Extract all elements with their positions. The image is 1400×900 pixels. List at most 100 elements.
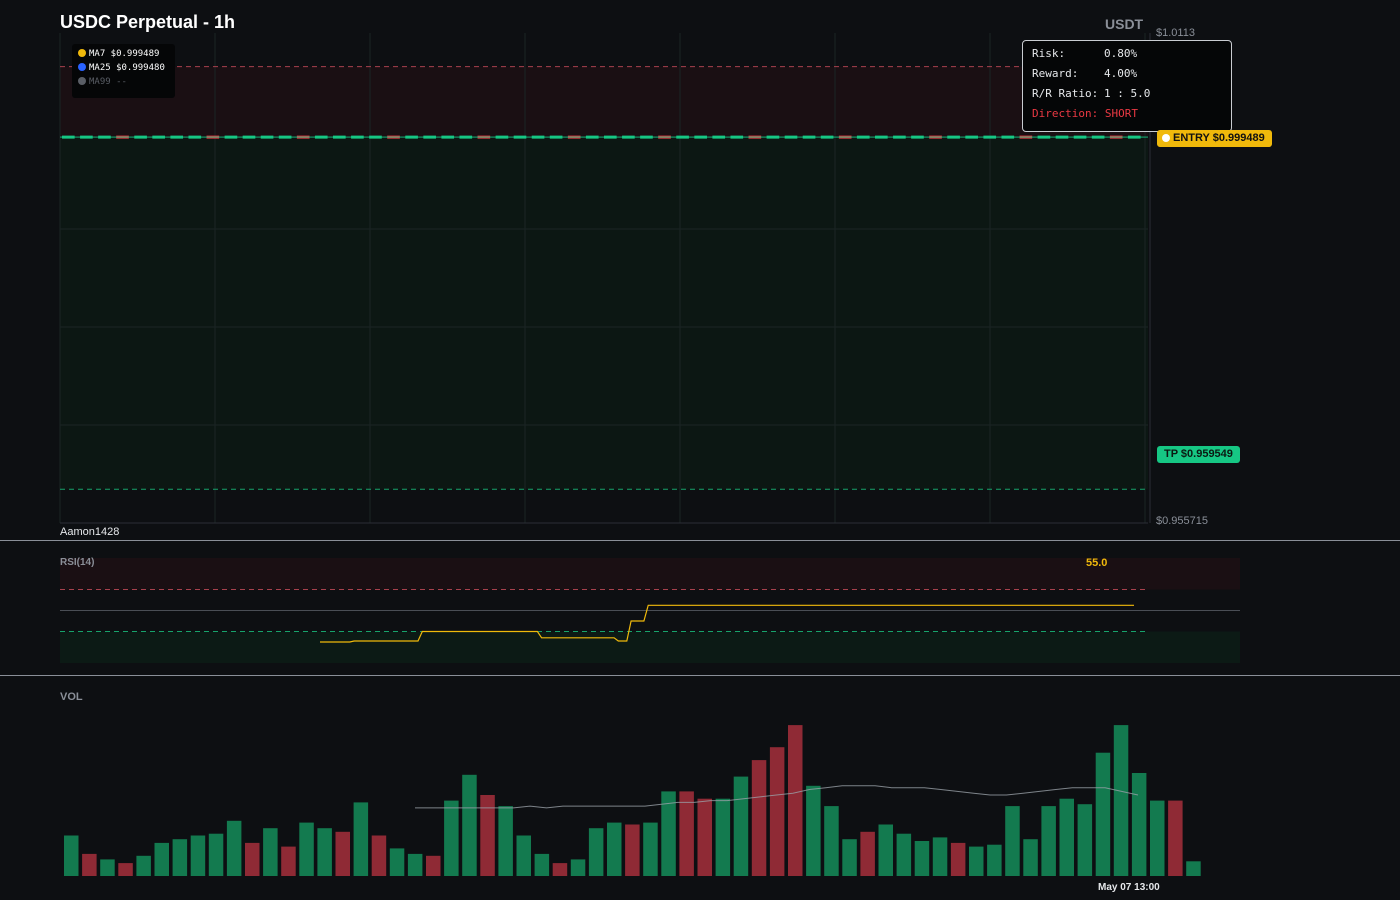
volume-title: VOL — [60, 691, 83, 703]
volume-bar — [172, 839, 188, 876]
volume-bar — [679, 791, 694, 876]
volume-bar — [1131, 773, 1147, 876]
volume-bar — [64, 835, 79, 876]
rsi-title: RSI(14) — [60, 557, 95, 568]
direction-key: Direction: — [1032, 107, 1099, 120]
entry-price-tag[interactable]: ENTRY $0.999489 — [1157, 130, 1272, 147]
direction-value: SHORT — [1104, 107, 1138, 120]
volume-bar — [932, 837, 948, 876]
volume-bar — [661, 791, 676, 876]
volume-bar — [1041, 806, 1056, 876]
volume-bar — [878, 824, 893, 876]
volume-bar — [1186, 861, 1201, 876]
volume-bar — [444, 800, 459, 876]
volume-bar — [733, 776, 749, 876]
ratio-key: R/R Ratio: — [1032, 87, 1099, 100]
volume-bar — [299, 822, 314, 876]
volume-bar — [281, 846, 296, 876]
volume-bar — [914, 841, 930, 876]
rsi-overbought-zone — [60, 558, 1240, 590]
volume-bar — [950, 842, 966, 876]
pane-separator-rsi[interactable] — [0, 540, 1400, 541]
risk-key: Risk: — [1032, 47, 1066, 60]
volume-bar — [516, 835, 531, 876]
volume-bar — [1005, 806, 1020, 876]
volume-bar — [1113, 725, 1129, 876]
volume-bar — [969, 846, 984, 876]
volume-bar — [426, 855, 441, 876]
rsi-chart-area — [60, 558, 1240, 663]
reward-value: 4.00% — [1104, 67, 1138, 80]
volume-bar — [226, 820, 242, 876]
volume-bar — [353, 802, 369, 876]
rsi-oversold-zone — [60, 631, 1240, 663]
volume-bar — [788, 725, 803, 876]
volume-bar — [842, 839, 857, 876]
volume-bar — [1059, 798, 1074, 876]
pane-separator-volume[interactable] — [0, 675, 1400, 676]
volume-bar — [1095, 752, 1111, 876]
take-profit-tag[interactable]: TP $0.959549 — [1157, 446, 1240, 463]
y-axis-min-label: $0.955715 — [1156, 515, 1208, 527]
volume-bar — [607, 822, 622, 876]
legend-item-ma99[interactable]: MA99 -- — [78, 77, 127, 87]
volume-bar — [534, 853, 550, 876]
volume-bar — [860, 831, 875, 876]
volume-bar — [987, 844, 1002, 876]
reward-key: Reward: — [1032, 67, 1079, 80]
volume-bar — [371, 835, 387, 876]
volume-bar — [715, 798, 731, 876]
volume-bar — [751, 760, 767, 876]
volume-bar — [480, 795, 495, 876]
ma-legend: MA7 $0.999489 MA25 $0.999480 MA99 -- — [72, 44, 175, 98]
volume-bar — [263, 828, 278, 876]
volume-bar — [317, 828, 332, 876]
rsi-line — [320, 604, 1134, 643]
volume-bar — [190, 835, 206, 876]
volume-bar — [154, 842, 169, 876]
quote-currency: USDT — [1105, 16, 1144, 32]
volume-bar — [389, 848, 405, 876]
volume-bar — [1150, 800, 1165, 876]
volume-bar — [245, 842, 260, 876]
volume-bar — [896, 833, 912, 876]
price-chart-area — [59, 33, 1151, 524]
risk-value: 0.80% — [1104, 47, 1138, 60]
volume-ma-line — [415, 785, 1139, 809]
ma99-dot-icon — [78, 77, 86, 85]
volume-bar — [625, 824, 640, 876]
volume-bar — [697, 798, 712, 876]
entry-marker-icon — [1162, 134, 1170, 142]
volume-bar — [136, 855, 151, 876]
volume-bar — [407, 853, 423, 876]
legend-item-ma25[interactable]: MA25 $0.999480 — [78, 63, 165, 73]
volume-bar — [82, 853, 97, 876]
volume-bar — [208, 833, 224, 876]
volume-bar — [824, 806, 839, 876]
volume-bar — [806, 785, 821, 876]
x-axis-time-label: May 07 13:00 — [1098, 882, 1160, 893]
volume-bar — [588, 828, 604, 876]
volume-bar — [1023, 839, 1038, 876]
volume-bar — [498, 806, 513, 876]
risk-reward-panel: Risk: 0.80% Reward: 4.00% R/R Ratio: 1 : 5.… — [1022, 40, 1232, 132]
reward-zone — [60, 137, 1148, 490]
volume-bar — [552, 863, 568, 876]
ma7-dot-icon — [78, 49, 86, 57]
rsi-current-value: 55.0 — [1086, 557, 1108, 569]
risk-zone — [60, 66, 1148, 138]
ratio-value: 1 : 5.0 — [1104, 87, 1151, 100]
volume-bar — [335, 831, 350, 876]
watermark: Aamon1428 — [60, 526, 120, 538]
volume-chart-area — [64, 725, 1201, 876]
volume-bar — [462, 774, 477, 876]
chart-title: USDC Perpetual - 1h — [60, 12, 236, 32]
volume-bar — [1168, 800, 1183, 876]
volume-bar — [643, 822, 658, 876]
y-axis-max-label: $1.0113 — [1156, 27, 1195, 39]
legend-item-ma7[interactable]: MA7 $0.999489 — [78, 49, 159, 59]
volume-bar — [570, 859, 586, 876]
volume-bar — [118, 863, 133, 876]
volume-bar — [100, 859, 115, 876]
